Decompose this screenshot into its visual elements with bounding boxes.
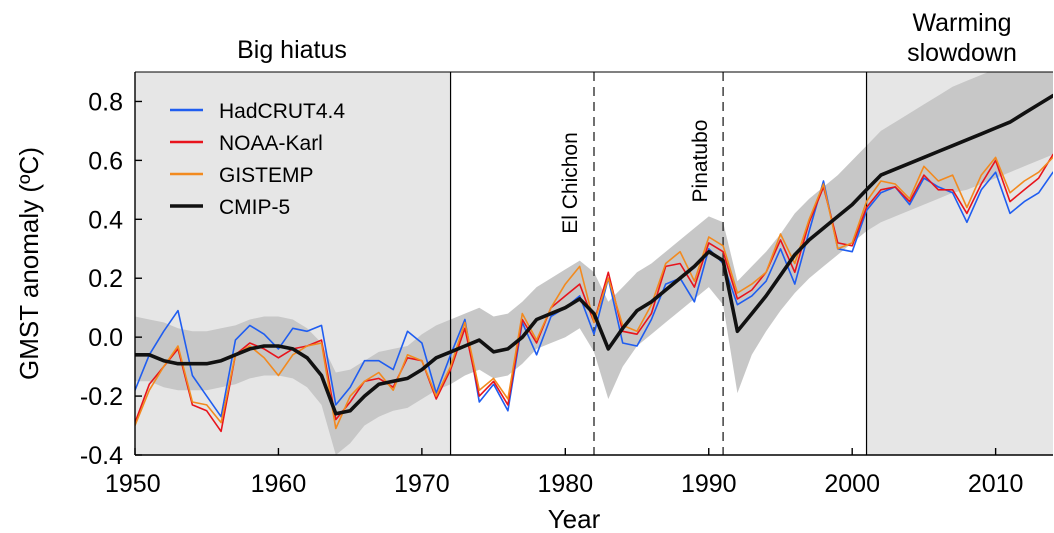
y-tick-label: -0.2 [80, 383, 123, 411]
x-axis-title: Year [548, 504, 601, 533]
axes: 1950 1960 1970 1980 1990 2000 2010 -0.4 -0.2 0.0 0… [80, 71, 1053, 498]
cmip-range-band [135, 72, 1053, 455]
legend-label-noaa-karl: NOAA-Karl [219, 132, 323, 155]
y-axis-title: GMST anomaly (ºC) [14, 147, 44, 380]
y-tick-label: 0.8 [88, 88, 123, 116]
x-tick-label: 2000 [824, 470, 880, 498]
event-label-pinatubo: Pinatubo [689, 120, 712, 203]
region-label-big-hiatus: Big hiatus [237, 36, 347, 64]
legend-label-cmip-5: CMIP-5 [219, 196, 290, 219]
event-label-el-chichon: El Chichon [559, 132, 582, 234]
y-tick-label: 0.0 [88, 324, 123, 352]
y-tick-label: 0.2 [88, 265, 123, 293]
legend-label-hadcrut4-4: HadCRUT4.4 [219, 100, 345, 123]
chart-text: Year GMST anomaly (ºC) Big hiatus Warmingsl… [14, 9, 1017, 533]
y-tick-label: 0.4 [88, 206, 123, 234]
legend-label-gistemp: GISTEMP [219, 164, 314, 187]
region-label-warming-line-2: slowdown [907, 39, 1017, 67]
cmip-range-band-group [135, 72, 1053, 455]
legend: HadCRUT4.4 NOAA-Karl GISTEMP CMIP-5 [170, 100, 345, 219]
x-tick-label: 1990 [681, 470, 737, 498]
series-line-gistemp [135, 156, 1053, 430]
x-tick-label: 1950 [105, 470, 161, 498]
series-line-cmip-5 [135, 93, 1053, 416]
divider-lines [449, 72, 868, 455]
x-tick-label: 1960 [251, 470, 307, 498]
x-tick-label: 1980 [538, 470, 594, 498]
x-tick-label: 2010 [968, 470, 1024, 498]
x-tick-label: 1970 [394, 470, 450, 498]
y-tick-label: -0.4 [80, 442, 123, 470]
series-lines [135, 93, 1053, 433]
y-tick-label: 0.6 [88, 147, 123, 175]
region-label-warming-line-1: Warming [912, 9, 1011, 37]
